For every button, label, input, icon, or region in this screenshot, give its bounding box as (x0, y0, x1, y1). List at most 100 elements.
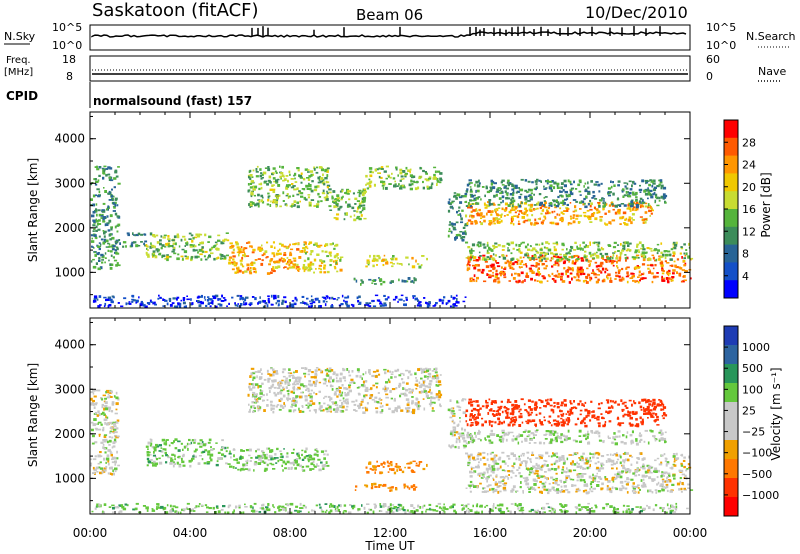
power-echo-region (465, 241, 694, 262)
nsearch-tick-bottom: 10^0 (706, 39, 736, 52)
x-tick-label: 20:00 (573, 526, 608, 540)
nsky-panel-frame (89, 24, 691, 51)
freq-panel-frame (89, 55, 691, 82)
y-tick-label: 3000 (54, 176, 85, 190)
power-echo-region (92, 294, 467, 309)
time-axis-label: Time UT (364, 539, 415, 553)
nsky-label: N.Sky (4, 30, 36, 43)
colorbar-segment (724, 209, 738, 228)
power-echo-region (353, 277, 417, 286)
x-tick-label: 16:00 (473, 526, 508, 540)
power-echo-region (447, 192, 469, 242)
velocity-ylabel: Slant Range [km] (26, 363, 40, 467)
nsky-tick-top: 10^5 (52, 21, 82, 34)
colorbar-segment (724, 173, 738, 192)
velocity-data-layer (90, 367, 694, 515)
colorbar-tick-label: 4 (742, 270, 749, 283)
colorbar-segment (724, 155, 738, 174)
colorbar-segment (724, 226, 738, 246)
power-echo-region (118, 232, 148, 248)
power-colorbar: 28 24 20 16 12 8 4 (723, 119, 756, 299)
cpid-label: CPID (6, 89, 38, 103)
velocity-echo-region (465, 398, 668, 428)
power-echo-region (90, 165, 121, 271)
power-echo-region (228, 241, 306, 275)
colorbar-segment (724, 459, 738, 479)
colorbar-segment (724, 280, 738, 299)
y-tick-label: 1000 (54, 471, 85, 485)
power-echo-region (466, 254, 692, 284)
velocity-echo-region (365, 460, 428, 475)
power-echo-region (145, 232, 230, 262)
colorbar-tick-label: 28 (742, 136, 756, 149)
velocity-axes: 1000 2000 3000 4000 (54, 318, 691, 514)
colorbar-tick-label: 12 (742, 225, 756, 238)
velocity-echo-region (145, 438, 231, 468)
beam-title: Beam 06 (356, 6, 423, 24)
velocity-echo-region (465, 451, 694, 495)
power-echo-region (247, 165, 331, 209)
colorbar-segment (724, 364, 738, 384)
power-data-layer (90, 165, 694, 309)
nave-tick-top: 60 (706, 53, 720, 66)
x-tick-label: 12:00 (373, 526, 408, 540)
y-tick-label: 4000 (54, 132, 85, 146)
time-axis: 00:00 04:00 08:00 12:00 16:00 20:00 00:00 (73, 526, 708, 540)
nsearch-label: N.Search (746, 30, 796, 43)
power-panel-frame (89, 111, 691, 309)
colorbar-tick-label: −100 (742, 447, 772, 460)
x-tick-label: 00:00 (673, 526, 708, 540)
colorbar-tick-label: 100 (742, 383, 763, 396)
colorbar-tick-label: −25 (742, 426, 765, 439)
x-tick-label: 04:00 (173, 526, 208, 540)
colorbar-segment (724, 244, 738, 263)
velocity-panel-frame (89, 317, 691, 515)
colorbar-tick-label: −500 (742, 468, 772, 481)
velocity-colorbar-label: Velocity [m s⁻¹] (769, 367, 783, 460)
freq-tick-top: 18 (62, 53, 76, 66)
power-echo-region (365, 165, 443, 191)
y-tick-label: 4000 (54, 338, 85, 352)
power-echo-region (465, 178, 668, 209)
velocity-echo-region (228, 447, 330, 472)
x-tick-label: 00:00 (73, 526, 108, 540)
velocity-echo-region (465, 429, 667, 446)
colorbar-segment (724, 137, 738, 157)
y-tick-label: 1000 (54, 265, 85, 279)
colorbar-segment (724, 345, 738, 365)
colorbar-tick-label: 1000 (742, 341, 770, 354)
nave-tick-bottom: 0 (706, 70, 713, 83)
velocity-echo-region (91, 502, 689, 515)
colorbar-tick-label: 8 (742, 248, 749, 261)
colorbar-segment (724, 497, 738, 517)
y-tick-label: 2000 (54, 221, 85, 235)
y-tick-label: 2000 (54, 427, 85, 441)
y-tick-label: 3000 (54, 382, 85, 396)
nsky-line (91, 31, 687, 38)
colorbar-tick-label: 20 (742, 181, 756, 194)
nsearch-tick-top: 10^5 (706, 21, 736, 34)
colorbar-segment (724, 383, 738, 403)
power-axes: 1000 2000 3000 4000 (54, 112, 691, 308)
power-echo-region (302, 241, 344, 274)
velocity-echo-region (447, 398, 467, 449)
power-echo-region (328, 188, 367, 222)
freq-label: Freq. (6, 55, 31, 66)
freq-tick-bottom: 8 (66, 70, 73, 83)
colorbar-tick-label: 500 (742, 362, 763, 375)
velocity-echo-region (354, 482, 418, 492)
nave-label: Nave (758, 65, 786, 78)
velocity-echo-region (90, 389, 120, 476)
nsky-trace (91, 26, 687, 38)
colorbar-tick-label: 16 (742, 203, 756, 216)
nsky-tick-bottom: 10^0 (52, 39, 82, 52)
colorbar-segment (724, 478, 738, 498)
cpid-text: normalsound (fast) 157 (93, 94, 252, 108)
power-ylabel: Slant Range [km] (26, 158, 40, 262)
freq-unit: [MHz] (4, 67, 33, 78)
colorbar-tick-label: −1000 (742, 489, 779, 502)
colorbar-segment (724, 191, 738, 210)
colorbar-segment (724, 326, 738, 346)
